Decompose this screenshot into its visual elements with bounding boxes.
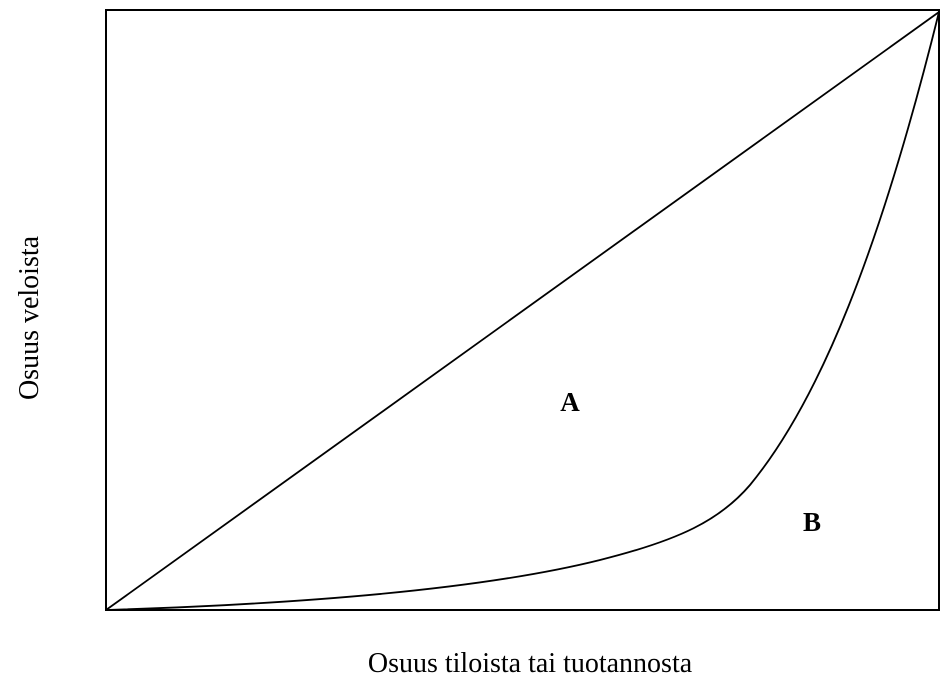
region-label: A xyxy=(560,387,580,417)
region-label: B xyxy=(803,507,821,537)
x-axis-label: Osuus tiloista tai tuotannosta xyxy=(368,648,693,677)
equality-line xyxy=(105,11,940,611)
y-axis-label: Osuus veloista xyxy=(14,235,45,400)
frame xyxy=(105,9,940,611)
lorenz-curve xyxy=(105,11,940,611)
